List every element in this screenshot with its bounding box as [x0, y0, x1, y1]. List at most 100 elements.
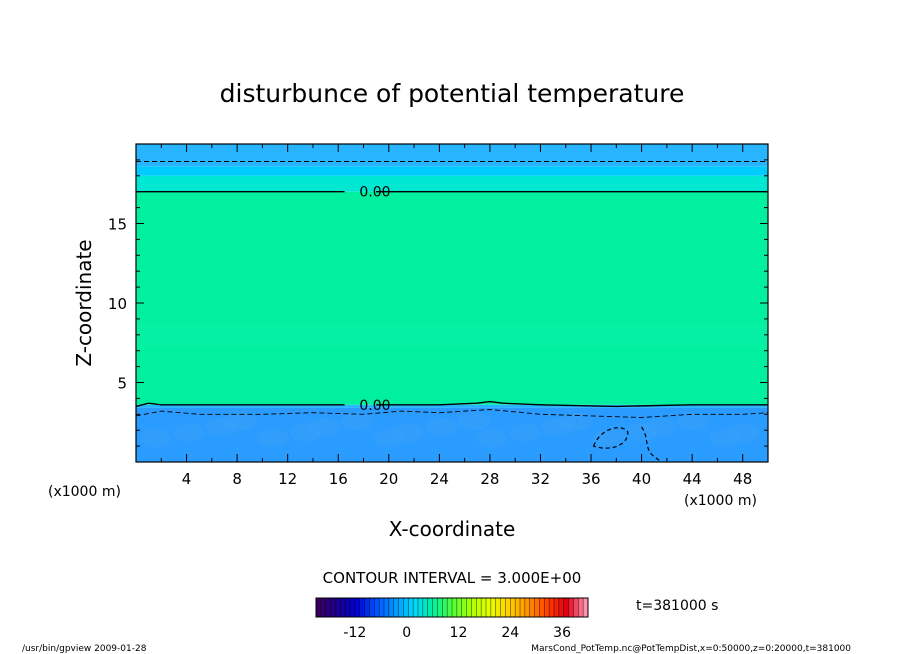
colorbar-cell	[330, 598, 336, 617]
x-ticks: 4 8 12 16 20 24 28 32 36 40 44 48	[160, 144, 769, 488]
shading-patch	[136, 322, 768, 348]
shading-patch	[710, 429, 742, 448]
shading-patch	[425, 418, 457, 437]
colorbar-cell	[413, 598, 419, 617]
shading-patch	[392, 423, 424, 442]
shading-patch	[476, 429, 508, 448]
x-tick-label: 20	[379, 470, 398, 488]
contour-zero-lower	[135, 400, 768, 408]
colorbar: -12 0 12 24 36	[315, 597, 589, 641]
shading-patch	[308, 418, 340, 437]
shaded-bands	[136, 144, 768, 462]
colorbar-cell	[534, 598, 540, 617]
x-tick-label: 48	[733, 470, 752, 488]
contour-label: 0.00	[359, 398, 390, 414]
colorbar-cell	[369, 598, 375, 617]
shading-patch	[542, 418, 574, 437]
y-tick-label: 15	[108, 216, 127, 234]
colorbar-cell	[354, 598, 361, 617]
color-band	[136, 407, 768, 462]
shading-patch	[224, 412, 256, 431]
x-tick-label: 12	[278, 470, 297, 488]
shading-patch	[560, 412, 592, 431]
colorbar-cell	[515, 598, 521, 617]
shading-patch	[644, 418, 676, 437]
colorbar-cell	[422, 598, 429, 617]
shading-patch	[626, 423, 658, 442]
colorbar-cell	[359, 598, 365, 617]
colorbar-tick-label: 36	[553, 625, 571, 641]
chart-title: disturbunce of potential temperature	[220, 79, 685, 108]
x-unit-left: (x1000 m)	[48, 484, 121, 500]
contour-closed-negative	[592, 427, 629, 449]
colorbar-cell	[388, 598, 395, 617]
colorbar-frame	[315, 597, 589, 618]
color-band	[136, 175, 768, 192]
colorbar-tick-label: 24	[501, 625, 519, 641]
x-axis-label: X-coordinate	[389, 517, 516, 541]
contour-label: 0.00	[359, 185, 390, 201]
y-tick-label: 5	[117, 375, 127, 393]
shading-patch	[257, 429, 289, 448]
colorbar-cell	[544, 598, 550, 617]
colorbar-cell	[447, 598, 453, 617]
colorbar-cell	[374, 598, 380, 617]
color-band	[136, 144, 768, 167]
shading-patch	[593, 429, 625, 448]
colorbar-cell	[529, 598, 535, 617]
x-unit-right: (x1000 m)	[684, 493, 757, 509]
shading-patch	[173, 423, 205, 442]
colorbar-cell	[320, 598, 327, 617]
colorbar-tick-label: 0	[402, 625, 411, 641]
colorbar-cell	[563, 598, 569, 617]
x-tick-label: 28	[480, 470, 499, 488]
shading-patch	[458, 412, 490, 431]
footer-left: /usr/bin/gpview 2009-01-28	[22, 644, 147, 654]
colorbar-cell	[558, 598, 565, 617]
colorbar-cell	[384, 598, 390, 617]
colorbar-cell	[549, 598, 555, 617]
colorbar-cell	[418, 598, 424, 617]
colorbar-cell	[500, 598, 506, 617]
colorbar-cell	[403, 598, 409, 617]
colorbar-cell	[578, 598, 584, 617]
y-ticks: 5 10 15	[108, 159, 768, 447]
x-tick-label: 8	[232, 470, 242, 488]
y-tick-label: 10	[108, 295, 127, 313]
color-band	[136, 166, 768, 176]
contour-interval-text: CONTOUR INTERVAL = 3.000E+00	[323, 569, 582, 587]
x-tick-label: 44	[683, 470, 702, 488]
x-tick-label: 16	[329, 470, 348, 488]
colorbar-cell	[442, 598, 448, 617]
colorbar-cell	[316, 598, 322, 617]
contour-negative-lower	[135, 409, 769, 418]
colorbar-cell	[486, 598, 492, 617]
colorbar-cell	[393, 598, 399, 617]
colorbar-cell	[456, 598, 463, 617]
colorbar-tick-label: -12	[343, 625, 366, 641]
contour-open-negative	[641, 426, 660, 461]
colorbar-cell	[437, 598, 443, 617]
time-label: t=381000 s	[636, 598, 718, 614]
colorbar-cell	[554, 598, 560, 617]
y-axis-label: Z-coordinate	[72, 239, 96, 366]
colorbar-cell	[466, 598, 472, 617]
colorbar-cell	[505, 598, 511, 617]
colorbar-cell	[325, 598, 331, 617]
x-tick-label: 36	[581, 470, 600, 488]
x-tick-label: 32	[531, 470, 550, 488]
shading-patch	[206, 418, 238, 437]
colorbar-cell	[408, 598, 414, 617]
plot-marks: 0.00 0.00	[135, 161, 769, 461]
colorbar-cell	[573, 598, 579, 617]
colorbar-cell	[364, 598, 370, 617]
color-band	[136, 404, 768, 408]
shading-patch	[374, 429, 406, 448]
colorbar-cell	[379, 598, 385, 617]
colorbar-cell	[461, 598, 467, 617]
colorbar-cell	[539, 598, 545, 617]
footer-right: MarsCond_PotTemp.nc@PotTempDist,x=0:5000…	[531, 644, 851, 654]
colorbar-tick-label: 12	[450, 625, 468, 641]
shading-patch	[728, 423, 760, 442]
